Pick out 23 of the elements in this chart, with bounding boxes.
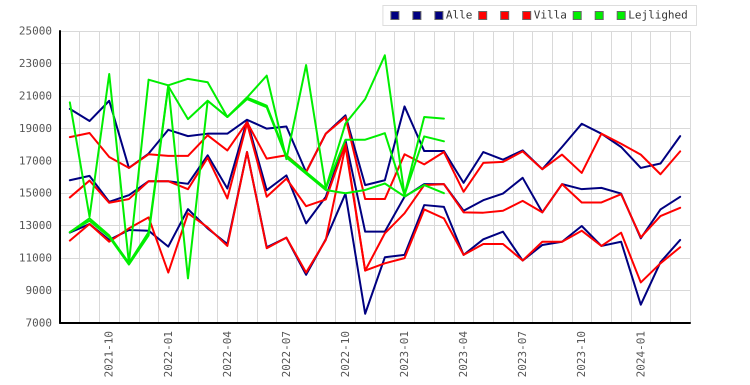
y-tick-label: 23000 xyxy=(18,56,52,70)
y-tick-label: 25000 xyxy=(18,24,52,38)
x-tick-label: 2022-07 xyxy=(280,331,293,378)
y-tick-label: 15000 xyxy=(18,186,52,200)
x-tick-label: 2021-10 xyxy=(102,331,116,378)
x-tick-label: 2023-04 xyxy=(457,330,470,378)
x-tick-label: 2022-10 xyxy=(338,331,352,378)
legend-label: Villa xyxy=(534,8,567,22)
x-tick-label: 2024-01 xyxy=(634,331,648,378)
y-tick-label: 19000 xyxy=(18,122,52,135)
y-tick-label: 11000 xyxy=(18,252,52,265)
x-tick-label: 2022-01 xyxy=(162,331,175,378)
y-tick-label: 21000 xyxy=(18,89,52,102)
x-tick-label: 2023-07 xyxy=(516,331,530,378)
y-tick-label: 7000 xyxy=(26,316,52,330)
legend-label: Lejlighed xyxy=(628,8,688,22)
y-tick-label: 9000 xyxy=(26,284,52,298)
x-tick-label: 2023-10 xyxy=(575,331,588,378)
y-tick-label: 17000 xyxy=(18,154,52,168)
legend-label: Alle xyxy=(446,8,472,22)
y-tick-label: 13000 xyxy=(18,219,52,232)
x-tick-label: 2023-01 xyxy=(398,331,412,378)
x-tick-label: 2022-04 xyxy=(220,330,234,378)
